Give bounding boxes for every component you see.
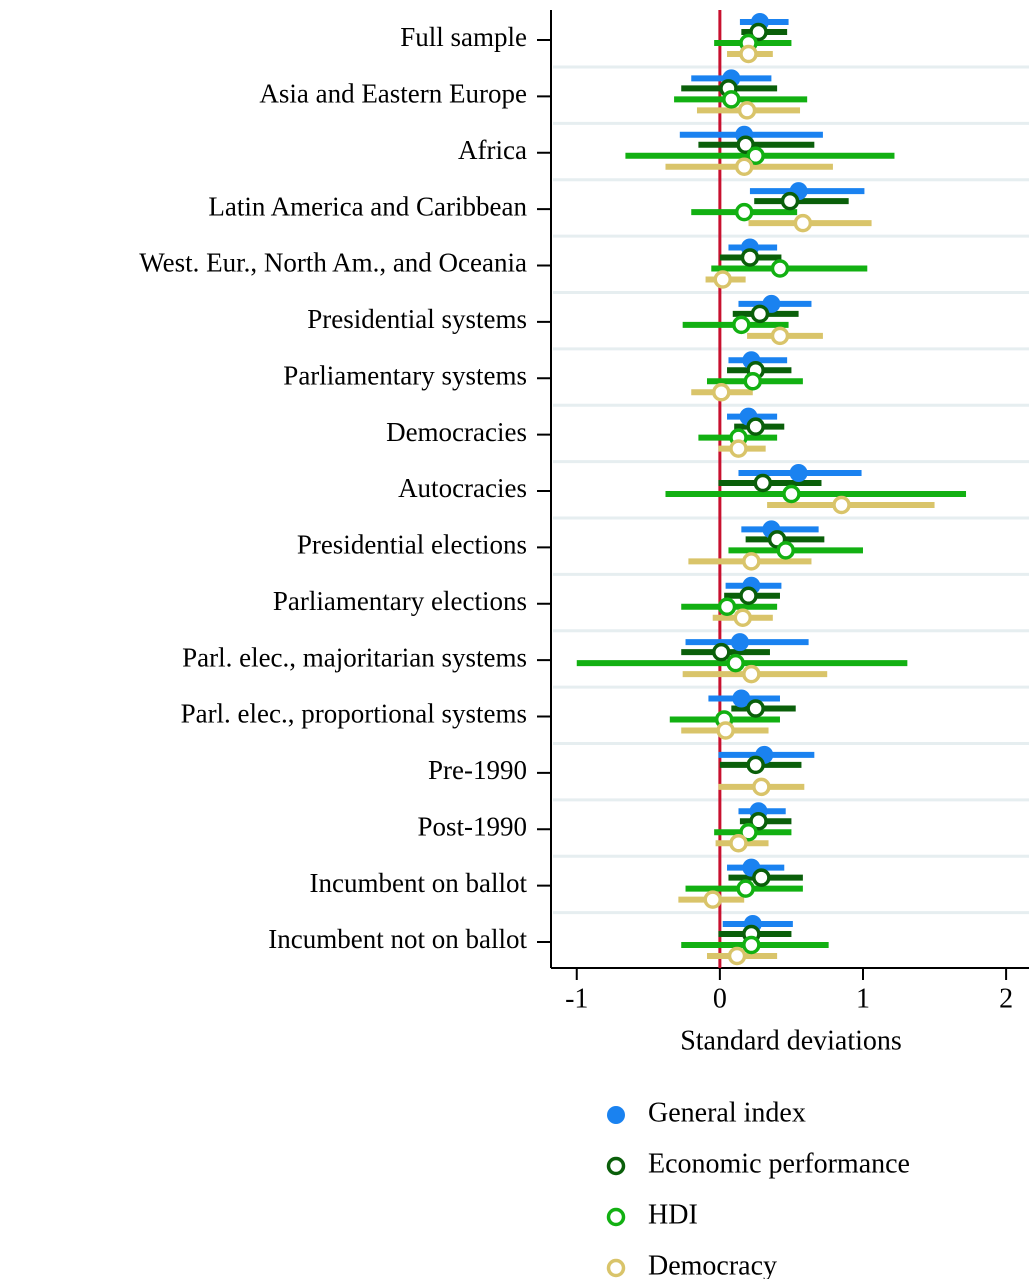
point-estimate xyxy=(749,22,768,42)
y-tick-label: Post-1990 xyxy=(417,811,527,841)
point-estimate xyxy=(752,868,771,887)
point-estimate xyxy=(727,946,747,966)
legend-marker xyxy=(607,1106,625,1124)
point-estimate xyxy=(770,326,790,346)
point-estimate xyxy=(770,259,790,278)
point-estimate xyxy=(742,552,761,571)
y-tick-label: Presidential elections xyxy=(297,530,527,560)
point-estimate xyxy=(739,586,758,605)
point-estimate xyxy=(782,484,801,504)
point-estimate xyxy=(726,653,745,673)
y-tick-label: Pre-1990 xyxy=(428,755,527,785)
point-estimate xyxy=(712,383,731,402)
point-estimate xyxy=(739,823,758,842)
point-estimate xyxy=(739,44,758,64)
point-estimate xyxy=(746,699,765,718)
y-tick-label: Incumbent on ballot xyxy=(310,868,528,898)
y-tick-label: Incumbent not on ballot xyxy=(268,924,527,954)
point-estimate xyxy=(716,721,735,740)
point-estimate xyxy=(712,642,731,662)
point-estimate xyxy=(746,755,765,775)
point-estimate xyxy=(832,495,851,515)
point-estimate xyxy=(713,270,732,289)
point-estimate xyxy=(717,597,737,616)
point-estimate xyxy=(729,439,748,458)
y-tick-label: Asia and Eastern Europe xyxy=(259,79,527,109)
point-estimate xyxy=(736,879,755,898)
legend-marker xyxy=(606,1258,626,1278)
legend-marker xyxy=(606,1156,626,1176)
x-tick-label: -1 xyxy=(565,983,588,1014)
legend-label: Democracy xyxy=(648,1250,777,1279)
point-estimate xyxy=(703,890,722,909)
x-tick-label: 2 xyxy=(999,983,1013,1014)
legend-label: Economic performance xyxy=(648,1148,910,1179)
y-tick-label: Latin America and Caribbean xyxy=(208,191,527,221)
point-estimate xyxy=(746,417,765,436)
point-estimate xyxy=(750,304,770,324)
point-estimate xyxy=(732,689,751,708)
point-estimate xyxy=(780,191,800,211)
point-estimate xyxy=(733,608,753,627)
point-estimate xyxy=(776,541,795,560)
point-estimate xyxy=(743,372,763,391)
y-tick-label: Democracies xyxy=(386,417,527,447)
point-estimate xyxy=(753,473,773,493)
point-estimate xyxy=(746,146,765,165)
point-estimate xyxy=(729,834,748,853)
y-tick-label: Parl. elec., proportional systems xyxy=(181,699,527,729)
point-estimate xyxy=(730,633,749,652)
point-estimate xyxy=(752,777,771,797)
x-tick-label: 1 xyxy=(856,983,870,1014)
y-tick-label: Full sample xyxy=(400,22,527,52)
point-estimate xyxy=(740,248,760,267)
point-estimate xyxy=(734,202,754,222)
y-tick-label: Autocracies xyxy=(398,473,527,503)
point-estimate xyxy=(742,935,761,955)
point-estimate xyxy=(742,664,761,684)
point-estimate xyxy=(722,90,741,109)
y-tick-label: Parliamentary elections xyxy=(273,586,527,616)
x-tick-label: 0 xyxy=(713,983,727,1014)
point-estimate xyxy=(737,101,757,120)
point-estimate xyxy=(734,157,754,176)
y-tick-label: Africa xyxy=(458,135,527,165)
x-axis-label: Standard deviations xyxy=(680,1025,902,1056)
y-tick-label: Parl. elec., majoritarian systems xyxy=(182,642,527,672)
point-estimate xyxy=(793,213,813,233)
y-tick-label: Parliamentary systems xyxy=(283,360,527,390)
y-tick-label: Presidential systems xyxy=(307,304,527,334)
legend-label: General index xyxy=(648,1097,806,1128)
point-estimate xyxy=(749,812,768,831)
point-estimate xyxy=(736,135,755,154)
y-tick-label: West. Eur., North Am., and Oceania xyxy=(139,248,527,278)
point-estimate xyxy=(789,464,808,482)
legend-marker xyxy=(606,1207,626,1227)
legend-label: HDI xyxy=(648,1199,698,1230)
point-estimate xyxy=(732,315,751,335)
